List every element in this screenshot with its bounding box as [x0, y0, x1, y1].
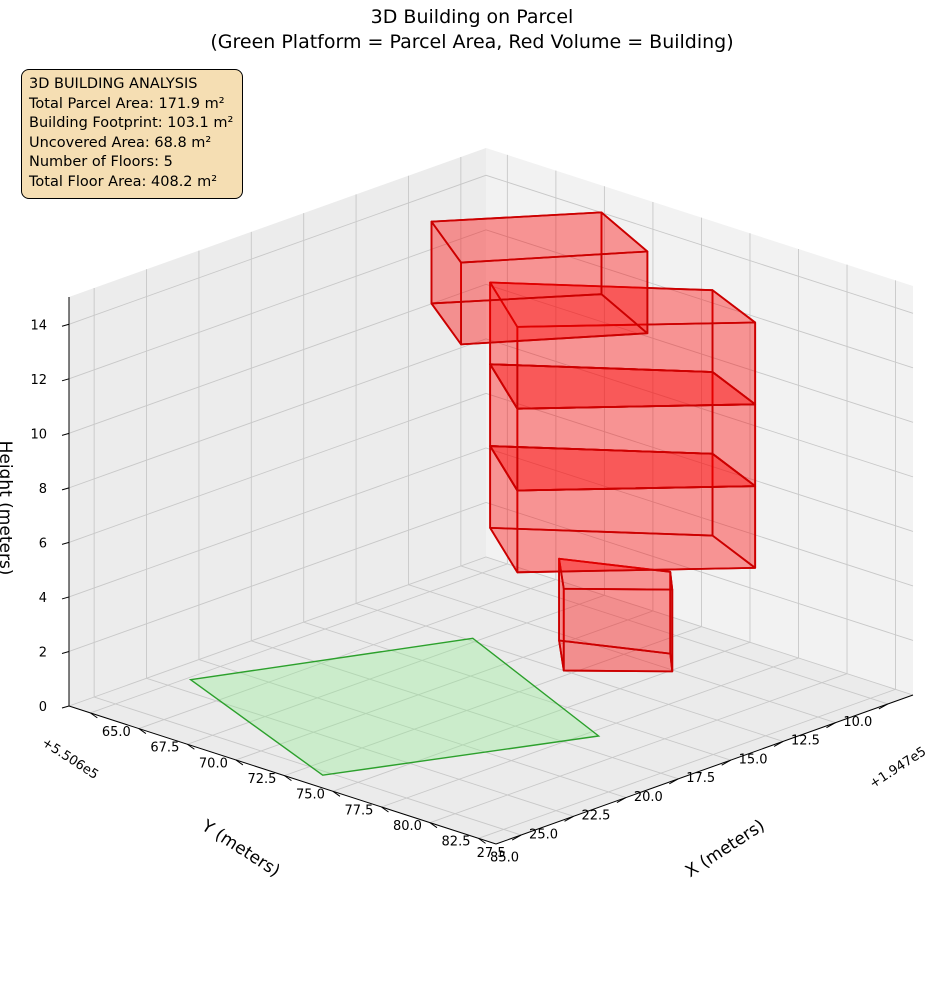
z-tick-label: 12 — [30, 373, 47, 388]
x-tick-mark — [478, 837, 486, 844]
building-floor-5 — [430, 211, 649, 346]
info-building-footprint: Building Footprint: 103.1 m² — [29, 115, 234, 131]
grid-line-z — [68, 283, 914, 434]
z-tick-label: 10 — [30, 427, 47, 442]
x-axis-label: X (meters) — [682, 816, 769, 882]
z-axis-label: Height (meters) — [0, 441, 15, 576]
z-tick-label: 14 — [30, 318, 47, 333]
grid-line-z — [68, 392, 914, 543]
z-tick-label: 4 — [39, 591, 47, 606]
y-tick-label: 17.5 — [686, 771, 715, 786]
info-heading: 3D BUILDING ANALYSIS — [29, 76, 198, 92]
building-floor-3 — [489, 363, 757, 492]
y-tick-label: 22.5 — [581, 809, 610, 824]
y-tick-mark — [616, 797, 627, 804]
grid-line-z — [68, 174, 914, 325]
z-tick-mark — [61, 541, 70, 545]
x-tick-mark — [332, 790, 341, 797]
x-tick-label: 72.5 — [247, 772, 276, 787]
y-offset-label: +5.506e5 — [39, 735, 101, 783]
chart-subtitle: (Green Platform = Parcel Area, Red Volum… — [210, 31, 734, 53]
z-tick-label: 8 — [39, 482, 47, 497]
pane-yz-back — [69, 148, 486, 706]
y-tick-mark — [564, 815, 574, 822]
grid-line-z — [68, 338, 914, 489]
floor-top — [430, 211, 649, 264]
z-tick-label: 2 — [39, 645, 47, 660]
x-tick-label: 85.0 — [490, 850, 519, 865]
info-parcel-area: Total Parcel Area: 171.9 m² — [29, 95, 225, 112]
z-tick-mark — [61, 705, 70, 709]
y-tick-label: 20.0 — [634, 790, 663, 805]
grid-line-z — [68, 447, 914, 598]
y-axis-label: Y (meters) — [197, 816, 283, 882]
grid-line-z — [68, 556, 914, 707]
x-tick-label: 67.5 — [150, 741, 179, 756]
pane-floor — [69, 557, 913, 844]
y-tick-label: 25.0 — [529, 827, 558, 842]
x-offset-label: +1.947e5 — [867, 744, 929, 792]
z-tick-mark — [61, 378, 70, 382]
floor-top — [558, 557, 674, 591]
y-tick-mark — [511, 834, 522, 841]
y-tick-mark — [878, 703, 889, 710]
y-tick-mark — [826, 722, 836, 729]
z-tick-label: 0 — [39, 700, 47, 715]
x-tick-label: 75.0 — [296, 788, 325, 803]
info-total-floor-area: Total Floor Area: 408.2 m² — [29, 173, 218, 190]
y-tick-label: 12.5 — [791, 734, 820, 749]
axis-panes — [69, 148, 913, 844]
info-floor-count: Number of Floors: 5 — [29, 154, 173, 170]
y-tick-mark — [721, 759, 731, 766]
building-floor-1 — [558, 557, 674, 673]
building-floor-4 — [489, 281, 757, 410]
x-tick-mark — [429, 822, 438, 829]
z-tick-mark — [61, 650, 70, 654]
x-tick-label: 82.5 — [442, 835, 471, 850]
chart-title: 3D Building on Parcel — [370, 6, 574, 28]
y-axis-line — [495, 694, 914, 845]
x-tick-mark — [235, 759, 244, 766]
z-tick-mark — [61, 323, 70, 327]
analysis-info-box: 3D BUILDING ANALYSIS Total Parcel Area: … — [21, 69, 243, 199]
y-tick-mark — [773, 740, 784, 747]
info-uncovered-area: Uncovered Area: 68.8 m² — [29, 134, 212, 151]
tick-marks: 65.0 67.5 70.0 72.5 75.0 77.5 80.0 82.5 85.0 10.0… — [30, 318, 889, 865]
x-tick-label: 70.0 — [199, 756, 228, 771]
x-tick-mark — [284, 775, 292, 782]
pane-xz-back — [486, 148, 913, 695]
parcel-platform — [188, 637, 601, 776]
z-tick-label: 6 — [39, 536, 47, 551]
z-tick-mark — [61, 432, 70, 436]
x-tick-mark — [138, 728, 147, 734]
x-tick-mark — [381, 806, 389, 813]
y-tick-label: 27.5 — [477, 846, 506, 861]
x-tick-label: 77.5 — [344, 803, 373, 818]
x-tick-label: 65.0 — [102, 725, 131, 740]
floor-top — [489, 281, 757, 328]
z-tick-mark — [61, 596, 70, 600]
x-tick-label: 80.0 — [393, 819, 422, 834]
z-tick-mark — [61, 487, 70, 491]
data-geometry — [188, 211, 757, 776]
y-tick-label: 10.0 — [843, 715, 872, 730]
x-tick-mark — [90, 712, 98, 719]
y-tick-label: 15.0 — [739, 752, 768, 767]
x-tick-mark — [187, 743, 195, 750]
grid-line-z — [68, 229, 914, 380]
y-tick-mark — [669, 778, 679, 785]
grid-line-z — [68, 501, 914, 652]
